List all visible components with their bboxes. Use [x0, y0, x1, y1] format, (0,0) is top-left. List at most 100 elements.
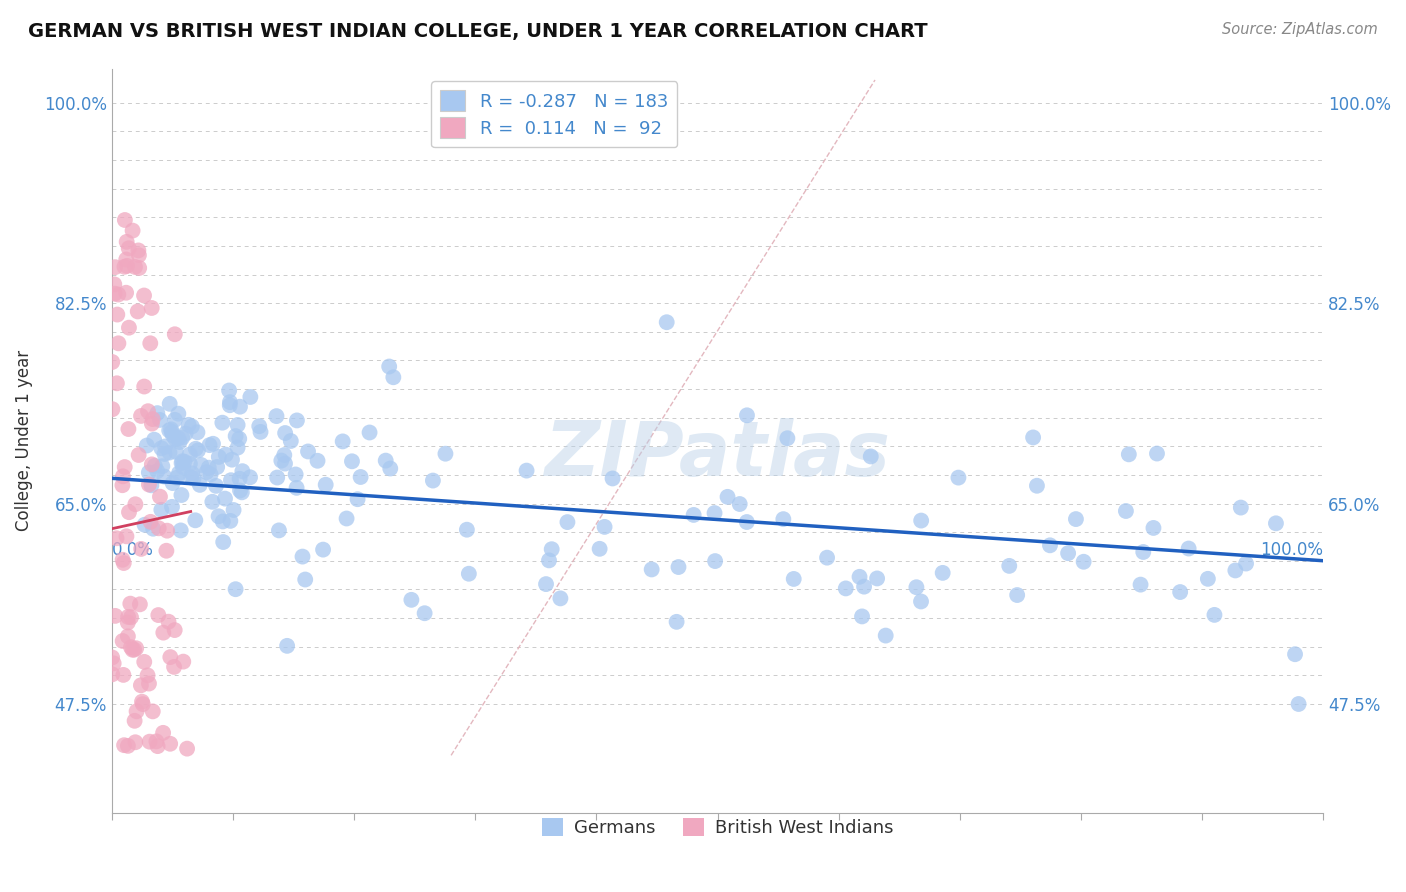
Point: [201, 436, 224, 450]
Point: [125, 641, 148, 656]
Point: [332, 434, 354, 449]
Point: [131, 695, 153, 709]
Point: [115, 529, 138, 543]
Text: 0.0%: 0.0%: [112, 541, 153, 559]
Point: [219, 514, 242, 528]
Point: [114, 260, 136, 274]
Point: [374, 453, 396, 467]
Point: [125, 704, 148, 718]
Point: [149, 413, 172, 427]
Point: [139, 336, 162, 351]
Point: [231, 485, 253, 500]
Point: [136, 404, 159, 418]
Point: [815, 550, 838, 565]
Text: 100.0%: 100.0%: [1260, 541, 1323, 559]
Point: [142, 522, 165, 536]
Point: [1204, 607, 1226, 622]
Point: [851, 609, 873, 624]
Point: [162, 476, 184, 491]
Point: [848, 570, 870, 584]
Point: [557, 515, 579, 529]
Point: [172, 431, 194, 445]
Point: [249, 425, 271, 439]
Point: [716, 490, 738, 504]
Point: [239, 390, 262, 404]
Point: [212, 535, 235, 549]
Point: [211, 416, 233, 430]
Point: [640, 562, 662, 576]
Point: [346, 492, 368, 507]
Point: [159, 445, 181, 459]
Point: [170, 488, 193, 502]
Point: [349, 470, 371, 484]
Point: [146, 406, 169, 420]
Point: [111, 478, 134, 492]
Point: [222, 503, 245, 517]
Point: [163, 623, 186, 637]
Point: [359, 425, 381, 440]
Point: [205, 479, 228, 493]
Point: [1026, 479, 1049, 493]
Point: [180, 470, 202, 484]
Point: [128, 598, 150, 612]
Point: [159, 737, 181, 751]
Point: [163, 660, 186, 674]
Point: [1115, 504, 1137, 518]
Point: [150, 442, 173, 456]
Point: [682, 508, 704, 522]
Point: [111, 553, 134, 567]
Point: [104, 286, 127, 301]
Point: [434, 447, 457, 461]
Point: [188, 478, 211, 492]
Point: [201, 495, 224, 509]
Point: [117, 610, 139, 624]
Point: [163, 413, 186, 427]
Text: ZIPatlas: ZIPatlas: [544, 418, 890, 492]
Point: [112, 556, 135, 570]
Point: [1177, 541, 1199, 556]
Point: [152, 726, 174, 740]
Point: [174, 426, 197, 441]
Point: [103, 657, 125, 671]
Point: [276, 639, 298, 653]
Point: [229, 483, 252, 498]
Point: [107, 287, 129, 301]
Point: [165, 432, 187, 446]
Point: [910, 594, 932, 608]
Point: [153, 469, 176, 483]
Point: [401, 592, 423, 607]
Point: [157, 423, 180, 437]
Point: [117, 739, 139, 753]
Point: [1142, 521, 1164, 535]
Point: [169, 435, 191, 450]
Point: [540, 542, 562, 557]
Point: [312, 542, 335, 557]
Point: [129, 678, 152, 692]
Point: [124, 497, 146, 511]
Point: [266, 470, 288, 484]
Point: [181, 467, 204, 481]
Point: [1225, 564, 1247, 578]
Point: [138, 466, 160, 480]
Point: [104, 260, 127, 275]
Point: [145, 734, 167, 748]
Point: [141, 417, 163, 431]
Point: [422, 474, 444, 488]
Legend: Germans, British West Indians: Germans, British West Indians: [534, 811, 901, 845]
Point: [111, 634, 134, 648]
Point: [104, 608, 127, 623]
Point: [170, 524, 193, 538]
Point: [931, 566, 953, 580]
Point: [704, 554, 727, 568]
Point: [101, 402, 124, 417]
Point: [215, 448, 238, 462]
Point: [307, 454, 329, 468]
Point: [226, 417, 249, 432]
Point: [128, 248, 150, 262]
Point: [134, 379, 156, 393]
Point: [218, 398, 240, 412]
Point: [198, 438, 221, 452]
Point: [998, 558, 1021, 573]
Point: [183, 471, 205, 485]
Point: [588, 541, 610, 556]
